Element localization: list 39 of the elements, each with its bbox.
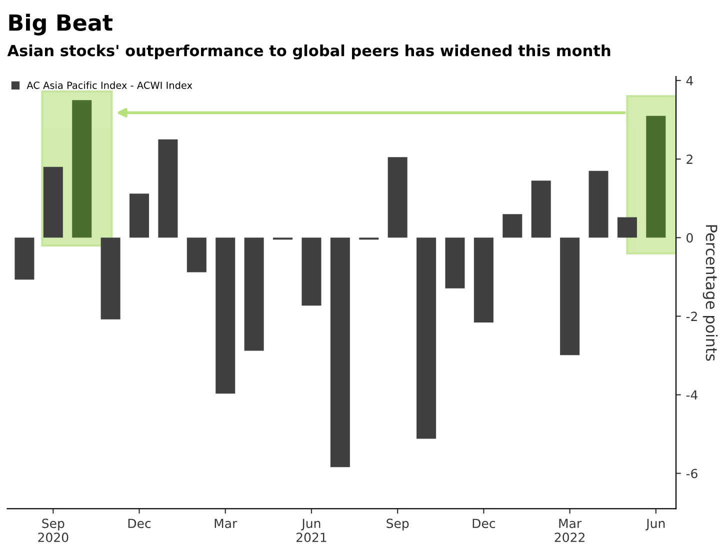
y-tick-label: 4: [686, 76, 693, 86]
bar: [646, 116, 666, 238]
x-tick-label: Jun 2021: [296, 518, 326, 542]
bar: [216, 238, 236, 394]
x-tick-label: Sep 2020: [38, 518, 68, 542]
x-tick-label: Dec: [128, 518, 151, 528]
x-tick-label: Dec: [472, 518, 496, 528]
bar: [14, 238, 34, 280]
chart-subtitle: Asian stocks' outperformance to global peers has widened this month: [7, 44, 610, 60]
bar: [100, 238, 120, 320]
bar: [445, 238, 465, 288]
y-tick-label: 2: [686, 154, 692, 164]
y-tick-label: -6: [686, 468, 698, 478]
bar: [474, 238, 494, 322]
y-tick-label: 0: [686, 233, 693, 243]
x-tick-label: Mar 2022: [554, 518, 584, 542]
bar: [560, 238, 580, 356]
bar: [330, 238, 350, 468]
bar: [531, 180, 551, 238]
y-tick-label: -4: [686, 390, 698, 400]
bar: [416, 238, 436, 439]
bar: [158, 139, 178, 238]
bar: [244, 238, 264, 351]
bar: [617, 217, 637, 238]
y-tick-label: -2: [686, 312, 697, 321]
bar: [130, 194, 150, 238]
bar: [502, 214, 522, 238]
chart-title: Big Beat: [9, 14, 113, 36]
bar: [72, 100, 92, 238]
y-axis-title: Percentage points: [702, 225, 718, 361]
bar: [588, 170, 608, 238]
x-tick-label: Jun: [646, 518, 665, 530]
bar: [186, 238, 206, 272]
bar: [43, 166, 63, 238]
bar: [302, 238, 322, 306]
bar: [388, 157, 408, 238]
legend-label: AC Asia Pacific Index - ACWI Index: [26, 81, 192, 89]
x-tick-label: Sep: [386, 518, 409, 531]
x-tick-label: Mar: [214, 518, 238, 528]
